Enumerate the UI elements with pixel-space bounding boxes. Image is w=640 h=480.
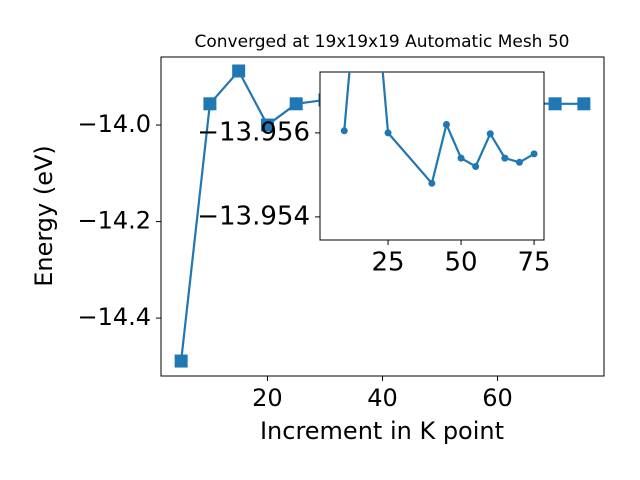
y-tick-label: −13.954 bbox=[197, 201, 310, 231]
marker bbox=[442, 121, 450, 128]
series-group bbox=[340, 72, 538, 187]
y-tick-label: −14.2 bbox=[77, 207, 151, 235]
x-tick-label: 50 bbox=[445, 248, 478, 278]
marker bbox=[457, 154, 465, 162]
marker bbox=[486, 130, 494, 138]
x-axis-label: Increment in K point bbox=[260, 417, 504, 445]
x-tick-label: 60 bbox=[482, 384, 513, 412]
marker bbox=[515, 158, 523, 166]
marker bbox=[384, 129, 392, 137]
x-tick-label: 40 bbox=[367, 384, 398, 412]
marker bbox=[428, 179, 436, 187]
marker bbox=[203, 97, 217, 111]
x-tick-label: 75 bbox=[518, 248, 551, 278]
plot-area bbox=[319, 71, 545, 241]
x-tick-label: 25 bbox=[372, 248, 405, 278]
marker bbox=[530, 150, 538, 158]
marker bbox=[501, 154, 509, 162]
marker bbox=[340, 127, 348, 135]
chart-title: Converged at 19x19x19 Automatic Mesh 50 bbox=[195, 32, 570, 52]
marker bbox=[577, 97, 591, 111]
y-tick-label: −14.4 bbox=[77, 303, 151, 331]
marker bbox=[289, 97, 303, 111]
x-tick-label: 20 bbox=[252, 384, 283, 412]
marker bbox=[260, 118, 274, 132]
y-tick-label: −14.0 bbox=[77, 110, 151, 138]
marker bbox=[472, 163, 480, 170]
y-tick-label: −13.956 bbox=[197, 117, 310, 147]
marker bbox=[232, 64, 246, 78]
marker bbox=[548, 97, 562, 111]
marker bbox=[174, 354, 188, 368]
y-axis-label: Energy (eV) bbox=[30, 145, 58, 287]
